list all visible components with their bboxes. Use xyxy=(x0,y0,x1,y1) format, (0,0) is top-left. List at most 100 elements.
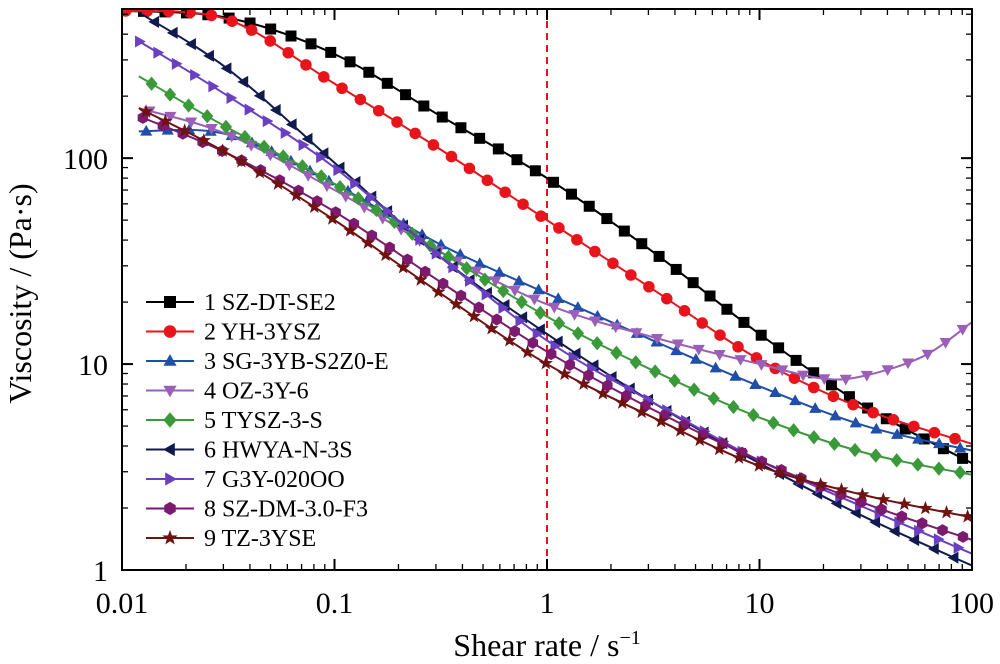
legend-item-7: 7 G3Y-020OO xyxy=(146,467,345,493)
data-point-9 xyxy=(692,432,707,447)
data-point-9 xyxy=(252,165,267,179)
x-tick-label: 100 xyxy=(949,587,994,620)
legend-label: 5 TYSZ-3-S xyxy=(204,408,323,434)
data-point-3 xyxy=(849,416,862,428)
data-point-5 xyxy=(649,364,662,379)
data-point-2 xyxy=(949,432,961,445)
data-point-5 xyxy=(219,119,233,134)
data-point-9 xyxy=(289,187,304,202)
data-point-8 xyxy=(419,265,431,278)
series-9 xyxy=(138,104,972,523)
data-point-9 xyxy=(502,333,517,347)
data-point-1 xyxy=(565,188,577,200)
data-point-9 xyxy=(673,423,688,437)
data-point-4 xyxy=(508,285,521,297)
data-point-4 xyxy=(839,374,852,386)
data-point-4 xyxy=(818,374,831,386)
data-point-5 xyxy=(848,442,862,458)
data-point-1 xyxy=(755,329,767,341)
data-point-2 xyxy=(264,35,276,47)
data-point-7 xyxy=(448,261,460,274)
data-point-2 xyxy=(517,198,529,210)
data-point-1 xyxy=(548,176,560,188)
data-point-5 xyxy=(954,465,967,480)
data-point-5 xyxy=(932,461,945,476)
data-point-1 xyxy=(265,23,277,35)
data-point-2 xyxy=(535,210,547,222)
data-point-4 xyxy=(671,339,684,351)
data-point-6 xyxy=(220,62,232,75)
legend-marker xyxy=(165,472,177,486)
data-point-9 xyxy=(731,450,746,464)
data-point-9 xyxy=(360,235,375,249)
data-point-1 xyxy=(529,165,541,177)
data-point-7 xyxy=(532,327,544,340)
data-point-7 xyxy=(481,288,493,301)
data-point-5 xyxy=(629,355,642,370)
data-point-6 xyxy=(148,15,160,28)
data-point-8 xyxy=(937,524,948,537)
data-point-5 xyxy=(497,283,510,299)
data-point-2 xyxy=(245,24,258,36)
y-axis-title: Viscosity / (Pa·s) xyxy=(2,183,38,403)
data-point-5 xyxy=(911,457,924,472)
data-point-5 xyxy=(787,423,800,438)
data-point-4 xyxy=(376,213,389,225)
data-point-1 xyxy=(474,132,486,144)
data-point-5 xyxy=(164,87,177,102)
data-point-2 xyxy=(372,104,385,117)
data-point-4 xyxy=(528,294,541,306)
data-point-3 xyxy=(552,292,565,304)
data-point-1 xyxy=(773,342,785,354)
data-point-2 xyxy=(643,280,655,293)
data-point-9 xyxy=(431,284,446,299)
data-point-3 xyxy=(161,123,174,135)
data-point-3 xyxy=(769,386,782,398)
data-point-3 xyxy=(809,402,822,413)
data-point-5 xyxy=(828,436,841,452)
data-point-1 xyxy=(653,250,665,262)
data-point-4 xyxy=(734,355,747,366)
data-point-4 xyxy=(921,349,934,361)
legend-label: 4 OZ-3Y-6 xyxy=(204,379,309,405)
data-point-9 xyxy=(772,465,787,479)
data-point-9 xyxy=(466,308,481,323)
data-point-1 xyxy=(492,143,504,155)
x-axis-title: Shear rate / s−1 xyxy=(453,627,640,663)
data-point-5 xyxy=(890,453,903,468)
data-point-9 xyxy=(960,509,972,523)
data-point-7 xyxy=(153,46,165,59)
data-point-5 xyxy=(460,261,473,276)
data-point-5 xyxy=(442,249,455,265)
data-point-5 xyxy=(182,98,195,113)
legend-item-2: 2 YH-3YSZ xyxy=(146,320,321,346)
data-point-2 xyxy=(184,9,196,19)
legend-item-6: 6 HWYA-N-3S xyxy=(146,438,353,464)
data-point-8 xyxy=(402,253,413,266)
data-point-2 xyxy=(732,341,744,353)
data-point-3 xyxy=(749,378,762,389)
data-point-3 xyxy=(912,432,925,444)
data-point-7 xyxy=(933,533,945,546)
data-point-4 xyxy=(264,150,277,162)
data-point-6 xyxy=(908,534,920,547)
data-point-6 xyxy=(166,26,178,39)
data-point-7 xyxy=(135,35,146,48)
data-point-1 xyxy=(721,303,733,315)
data-point-2 xyxy=(282,46,294,59)
data-point-5 xyxy=(333,179,347,195)
data-point-9 xyxy=(634,404,649,419)
data-point-4 xyxy=(692,344,705,356)
data-point-9 xyxy=(939,505,954,519)
data-point-5 xyxy=(747,407,760,423)
data-point-1 xyxy=(285,30,297,42)
data-point-2 xyxy=(607,257,619,270)
data-point-2 xyxy=(427,139,440,151)
data-point-4 xyxy=(630,328,643,339)
data-point-1 xyxy=(305,38,317,50)
data-point-7 xyxy=(415,233,427,246)
data-point-1 xyxy=(511,154,523,166)
data-point-5 xyxy=(534,305,547,320)
data-point-4 xyxy=(568,310,581,321)
legend-item-4: 4 OZ-3Y-6 xyxy=(146,379,309,405)
